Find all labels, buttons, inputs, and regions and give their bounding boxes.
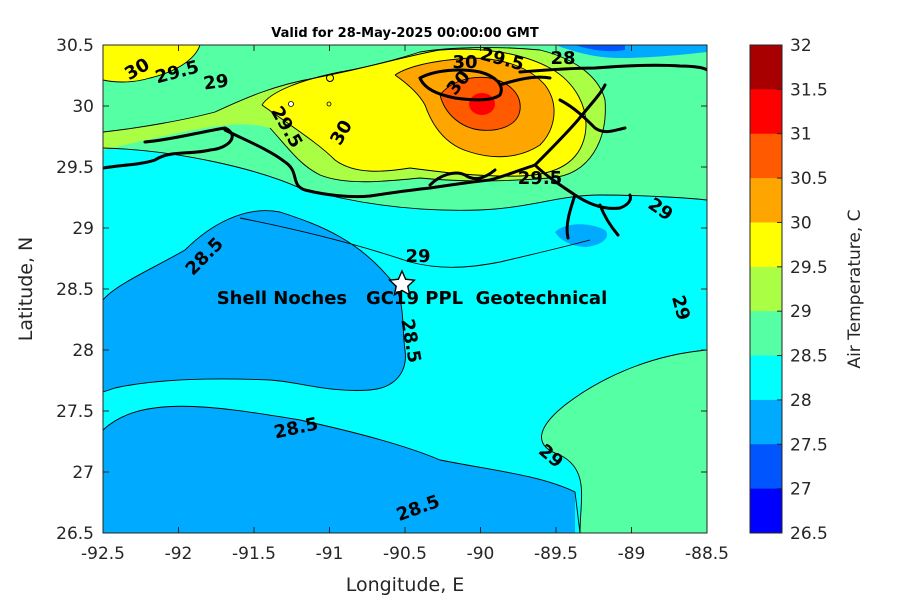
- coastline-delta: [533, 163, 632, 240]
- colorbar-label: Air Temperature, C: [845, 209, 865, 368]
- y-tick-label: 28: [72, 341, 94, 361]
- contour-label: 29.5: [518, 168, 562, 189]
- x-tick-label: -92: [165, 544, 193, 564]
- island-marker: [326, 101, 332, 107]
- y-tick-label: 26.5: [56, 524, 94, 544]
- contour-label: 30: [452, 52, 477, 73]
- map-title: Valid for 28-May-2025 00:00:00 GMT: [271, 26, 539, 41]
- island-marker: [326, 74, 334, 82]
- colorbar-swatch: [750, 222, 782, 268]
- isoline-30-5: [394, 57, 555, 158]
- x-tick-label: -90.5: [383, 544, 427, 564]
- coastline-louisiana: [103, 83, 607, 199]
- isoline-28-5-south: [103, 405, 581, 533]
- x-tick-label: -90: [467, 544, 495, 564]
- site-star-marker: [387, 269, 417, 297]
- colorbar-tick-label: 30.5: [790, 169, 828, 189]
- colorbar-tick-label: 26.5: [790, 524, 828, 544]
- colorbar-tick-label: 29: [790, 302, 812, 322]
- isoline-29-center: [239, 217, 591, 268]
- x-tick-label: -88.5: [685, 544, 729, 564]
- isoline-29-north: [103, 147, 707, 211]
- colorbar-frame: [749, 44, 783, 534]
- coastline-lake-pontchartrain: [418, 68, 552, 102]
- colorbar-tick-label: 28: [790, 391, 812, 411]
- colorbar-tick-label: 28.5: [790, 347, 828, 367]
- colorbar-swatch: [750, 311, 782, 357]
- x-tick-label: -89.5: [534, 544, 578, 564]
- x-tick-label: -89: [618, 544, 646, 564]
- field-28-west: [103, 210, 406, 392]
- contour-label: 28: [550, 48, 575, 69]
- colorbar-swatch: [750, 399, 782, 445]
- isoline-30-west: [103, 45, 201, 83]
- colorbar-tick-label: 31.5: [790, 80, 828, 100]
- x-tick-label: -91: [316, 544, 344, 564]
- colorbar: 32 31.5 31 30.5 30 29.5 29 28.5 28 27.5 27 26.5: [749, 36, 828, 544]
- field-31-5: [469, 93, 495, 115]
- isoline-29-southeast: [541, 349, 707, 533]
- contour-label: 29: [405, 246, 430, 267]
- colorbar-swatch: [750, 488, 782, 534]
- island-marker: [288, 101, 294, 107]
- colorbar-tick-label: 29.5: [790, 258, 828, 278]
- y-tick-label: 30.5: [56, 36, 94, 56]
- colorbar-tick-label: 27: [790, 480, 812, 500]
- isoline-30: [261, 48, 587, 177]
- isoline-28-5-west: [103, 210, 406, 393]
- y-tick-label: 28.5: [56, 280, 94, 300]
- y-tick-label: 27.5: [56, 402, 94, 422]
- colorbar-swatch: [750, 355, 782, 401]
- colorbar-swatch: [750, 266, 782, 312]
- x-axis: -92.5 -92 -91.5 -91 -90.5 -90 -89.5 -89 -88.5: [81, 45, 729, 564]
- y-tick-label: 29: [72, 219, 94, 239]
- colorbar-swatch: [750, 444, 782, 490]
- coastline-mississippi: [518, 63, 707, 134]
- x-tick-label: -91.5: [232, 544, 276, 564]
- x-axis-label: Longitude, E: [346, 574, 465, 596]
- colorbar-swatch: [750, 133, 782, 179]
- colorbar-swatch: [750, 178, 782, 223]
- field-28-south: [103, 406, 575, 533]
- colorbar-tick-label: 30: [790, 213, 812, 233]
- y-tick-label: 27: [72, 463, 94, 483]
- colorbar-tick-label: 31: [790, 125, 812, 145]
- field-30-west: [103, 45, 200, 82]
- colorbar-swatch: [750, 45, 782, 90]
- field-29-southeast: [541, 350, 707, 533]
- x-tick-label: -92.5: [81, 544, 125, 564]
- contour-label: 29: [202, 70, 230, 94]
- field-cold-northeast-core: [575, 45, 625, 52]
- colorbar-tick-label: 27.5: [790, 435, 828, 455]
- isoline-31: [439, 76, 521, 131]
- y-tick-label: 29.5: [56, 158, 94, 178]
- site-label: Shell Noches GC19 PPL Geotechnical: [217, 288, 608, 309]
- y-axis: 30.5 30 29.5 29 28.5 28 27.5 27 26.5: [56, 36, 707, 544]
- y-axis-label: Latitude, N: [15, 237, 37, 342]
- y-tick-label: 30: [72, 97, 94, 117]
- map-plot-area: [103, 45, 707, 533]
- colorbar-tick-label: 32: [790, 36, 812, 56]
- colorbar-swatch: [750, 89, 782, 135]
